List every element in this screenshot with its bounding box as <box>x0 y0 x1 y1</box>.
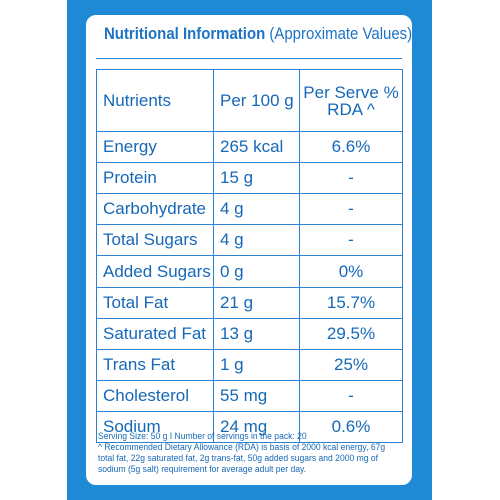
header-per-100g: Per 100 g <box>213 68 300 133</box>
title-divider <box>96 58 402 59</box>
rda-value: 0.6% <box>299 410 403 444</box>
table-row: Trans Fat 1 g 25% <box>96 348 403 381</box>
rda-value: - <box>299 379 403 412</box>
per-100g-value: 4 g <box>213 224 300 257</box>
title-main: Nutritional Information <box>104 24 266 43</box>
table-row: Total Sugars 4 g- <box>96 224 403 257</box>
nutrient-name: Trans Fat <box>96 348 214 381</box>
label-title: Nutritional Information (Approximate Val… <box>104 24 412 44</box>
nutrition-label-card: Nutritional Information (Approximate Val… <box>86 15 412 485</box>
table-row: Protein 15 g- <box>96 162 403 195</box>
rda-note: ^ Recommended Dietary Allowance (RDA) is… <box>98 442 386 474</box>
header-per-serve: Per Serve % <box>303 82 399 102</box>
nutrient-name: Protein <box>96 162 214 195</box>
per-100g-value: 1 g <box>213 348 300 381</box>
per-100g-value: 55 mg <box>213 379 300 412</box>
rda-value: 29.5% <box>299 317 403 350</box>
nutrient-name: Saturated Fat <box>96 317 214 350</box>
header-rda: RDA ^ <box>327 99 375 119</box>
nutrient-name: Total Sugars <box>96 224 214 257</box>
nutrient-name: Cholesterol <box>96 379 214 412</box>
header-nutrients: Nutrients <box>96 68 214 133</box>
rda-value: - <box>299 162 403 195</box>
table-row: Total Fat 21 g 15.7% <box>96 286 403 319</box>
label-footnote: Serving Size: 50 g I Number of servings … <box>98 431 402 475</box>
table-row: Energy 265 kcal 6.6% <box>96 131 403 164</box>
nutrient-name: Total Fat <box>96 286 214 319</box>
per-100g-value: 21 g <box>213 286 300 319</box>
per-100g-value: 265 kcal <box>213 131 300 164</box>
per-100g-value: 15 g <box>213 162 300 195</box>
rda-value: - <box>299 224 403 257</box>
table-row: Sodium 24 mg 0.6% <box>96 410 403 444</box>
serving-info: Serving Size: 50 g I Number of servings … <box>98 431 307 441</box>
rda-value: 25% <box>299 348 403 381</box>
title-qualifier: (Approximate Values) <box>269 24 413 43</box>
table-row: Saturated Fat 13 g 29.5% <box>96 317 403 350</box>
nutrient-name: Carbohydrate <box>96 193 214 226</box>
nutrition-table: Nutrients Per 100 g Per Serve % RDA ^ Ene… <box>96 68 403 444</box>
per-100g-value: 0 g <box>213 255 300 288</box>
table-row: Cholesterol 55 mg - <box>96 379 403 412</box>
per-100g-value: 13 g <box>213 317 300 350</box>
rda-value: 6.6% <box>299 131 403 164</box>
nutrient-name: Energy <box>96 131 214 164</box>
nutrient-name: Added Sugars <box>96 255 214 288</box>
per-100g-value: 4 g <box>213 193 300 226</box>
table-header-row: Nutrients Per 100 g Per Serve % RDA ^ <box>96 68 403 133</box>
rda-value: 15.7% <box>299 286 403 319</box>
rda-value: - <box>299 193 403 226</box>
table-row: Added Sugars 0 g 0% <box>96 255 403 288</box>
rda-value: 0% <box>299 255 403 288</box>
header-per-serve-rda: Per Serve % RDA ^ <box>299 68 403 133</box>
table-row: Carbohydrate 4 g- <box>96 193 403 226</box>
